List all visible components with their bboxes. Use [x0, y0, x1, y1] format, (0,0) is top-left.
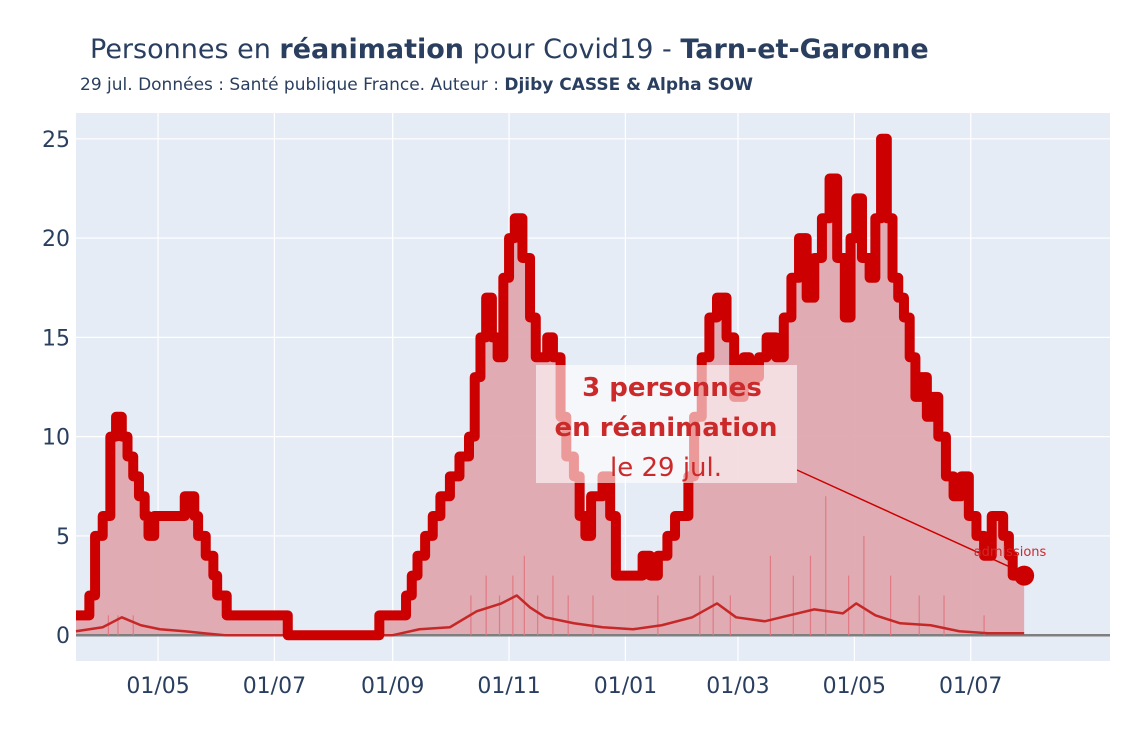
x-tick-label: 01/05: [126, 674, 189, 699]
y-tick-label: 5: [56, 525, 70, 550]
y-tick-label: 20: [42, 227, 70, 252]
annotation-arrow: [796, 469, 1021, 573]
x-tick-label: 01/03: [706, 674, 769, 699]
annotation-box: [536, 365, 797, 483]
annotation-line-2: en réanimation: [555, 413, 778, 443]
admissions-label: admissions: [974, 545, 1047, 560]
series-lines: [75, 133, 1025, 641]
admission-bars: [107, 496, 985, 636]
subtitle-text: 29 jul. Données : Santé publique France.…: [80, 75, 504, 95]
subtitle-authors: Djiby CASSE & Alpha SOW: [504, 75, 753, 95]
reanimation-line: [76, 133, 1025, 641]
title-middle: pour Covid19 -: [464, 34, 680, 65]
x-tick-label: 01/11: [477, 674, 540, 699]
x-tick-label: 01/05: [823, 674, 886, 699]
y-tick-label: 10: [42, 426, 70, 451]
title-bold-word: réanimation: [279, 34, 464, 65]
x-tick-label: 01/07: [243, 674, 306, 699]
chart-subtitle: 29 jul. Données : Santé publique France.…: [80, 75, 753, 95]
y-axis-ticks: 0 5 10 15 20 25: [42, 128, 70, 649]
y-tick-label: 25: [42, 128, 70, 153]
x-tick-label: 01/09: [361, 674, 424, 699]
y-tick-label: 15: [42, 326, 70, 351]
x-axis-ticks: 01/05 01/07 01/09 01/11 01/01 01/03 01/05 01/07: [126, 674, 1002, 699]
admissions-line: [75, 594, 1025, 637]
y-tick-label: 0: [56, 624, 70, 649]
title-prefix: Personnes en: [90, 34, 279, 65]
annotation-line-1: 3 personnes: [582, 373, 762, 403]
title-region: Tarn-et-Garonne: [680, 34, 928, 65]
annotation-line-3: le 29 jul.: [610, 453, 722, 483]
last-value-marker: [1014, 565, 1035, 586]
chart-title: Personnes en réanimation pour Covid19 - …: [90, 34, 929, 65]
x-tick-label: 01/01: [594, 674, 657, 699]
x-tick-label: 01/07: [939, 674, 1002, 699]
